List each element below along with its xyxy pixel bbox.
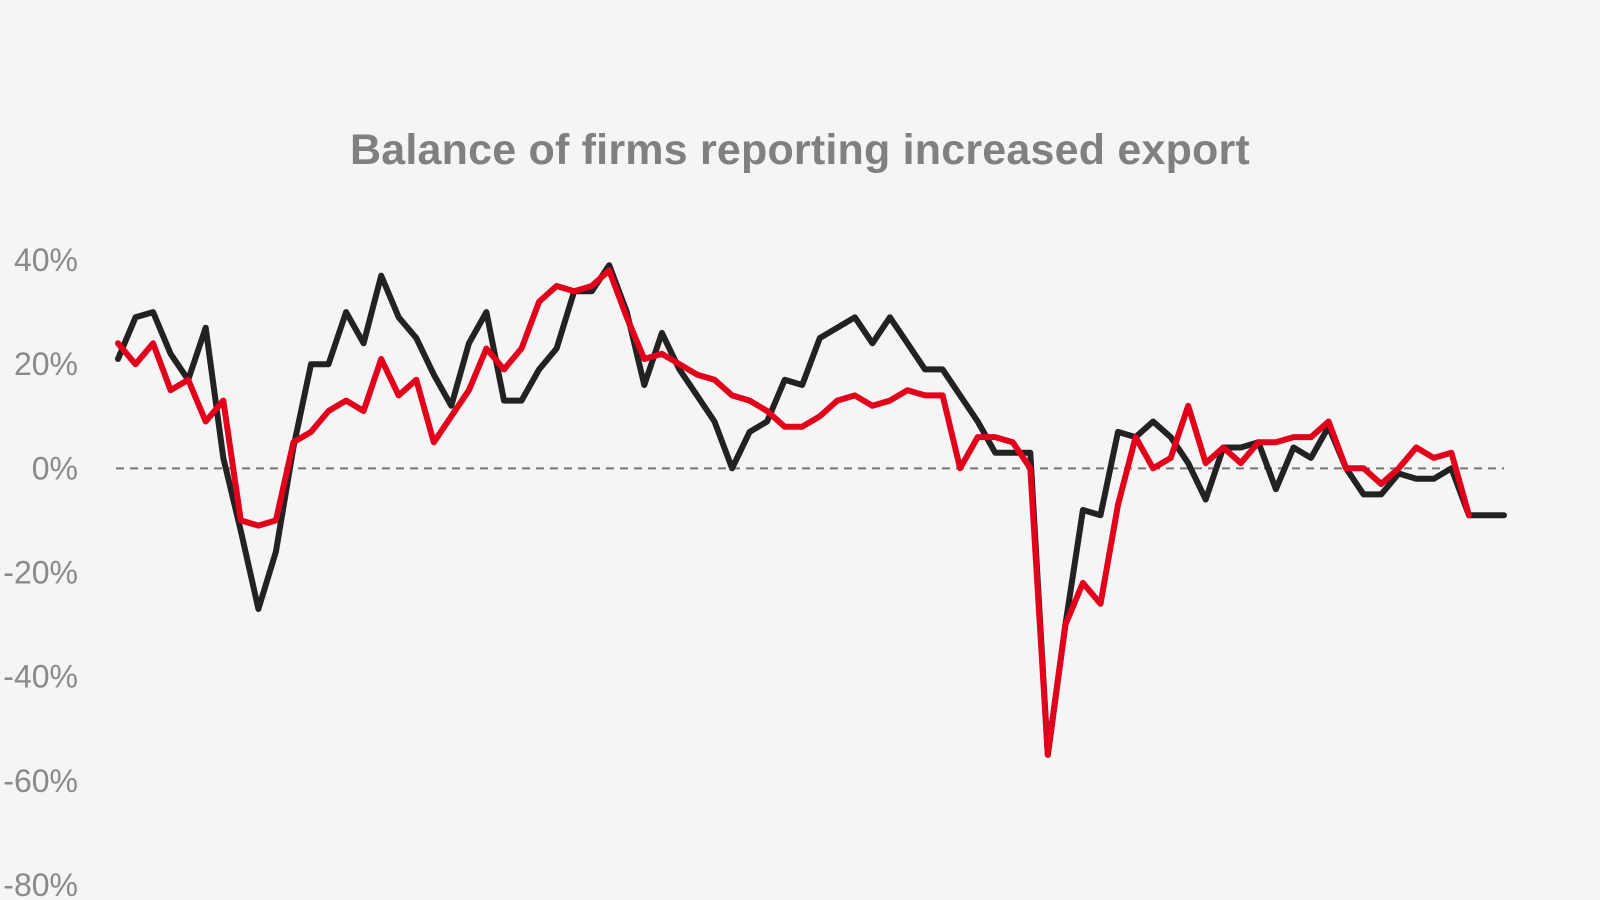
y-tick-label: 0%	[32, 450, 78, 486]
y-tick-label: -80%	[3, 867, 78, 900]
y-tick-label: -40%	[3, 659, 78, 695]
y-tick-label: 20%	[14, 346, 78, 382]
y-tick-label: -60%	[3, 763, 78, 799]
series-layer	[115, 262, 1507, 758]
y-tick-label: -20%	[3, 555, 78, 591]
series-line-black	[115, 262, 1507, 758]
series-line-red	[115, 267, 1472, 758]
y-tick-label: 40%	[14, 242, 78, 278]
y-axis-ticks: 40% 20% 0% -20% -40% -60% -80%	[3, 242, 78, 900]
chart-title: Balance of firms reporting increased exp…	[350, 126, 1250, 174]
